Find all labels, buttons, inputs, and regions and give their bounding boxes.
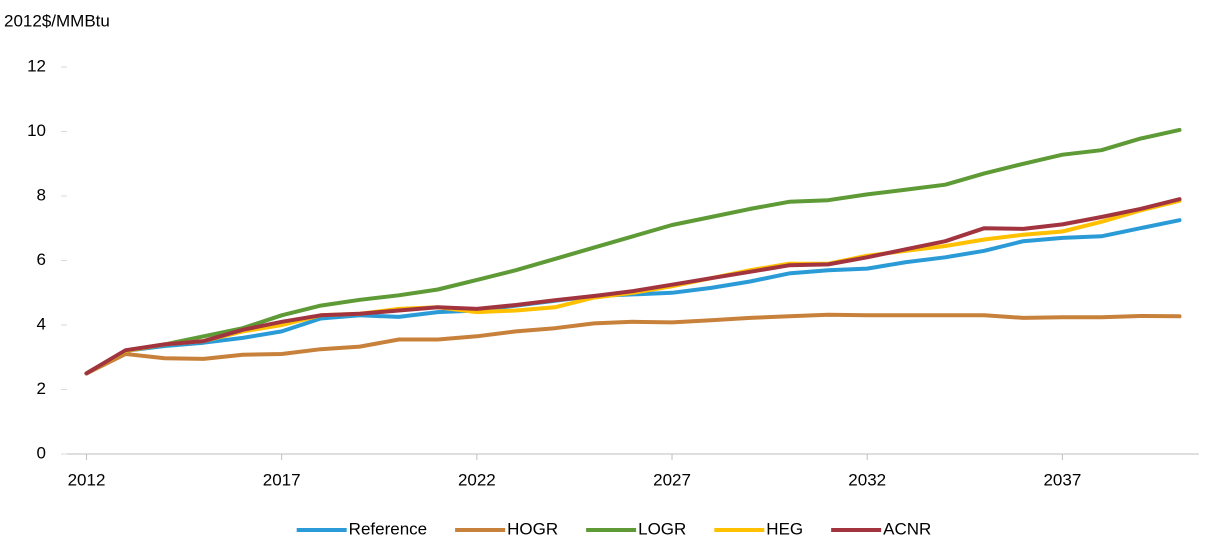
series-line bbox=[84, 127, 1182, 376]
y-tick-label: 8 bbox=[37, 185, 46, 204]
y-tick-label: 10 bbox=[27, 121, 46, 140]
legend-label: HOGR bbox=[507, 519, 558, 538]
x-tick-label: 2037 bbox=[1043, 470, 1081, 489]
legend-label: ACNR bbox=[883, 519, 931, 538]
x-tick-label: 2012 bbox=[68, 470, 106, 489]
series-line bbox=[84, 312, 1182, 376]
legend-label: Reference bbox=[349, 519, 427, 538]
x-tick-label: 2017 bbox=[263, 470, 301, 489]
series-line bbox=[84, 197, 1182, 376]
x-tick-label: 2022 bbox=[458, 470, 496, 489]
legend-label: LOGR bbox=[638, 519, 686, 538]
series-line bbox=[84, 198, 1182, 376]
y-axis-label: 2012$/MMBtu bbox=[4, 11, 110, 30]
series-line bbox=[84, 218, 1182, 376]
y-tick-label: 2 bbox=[37, 379, 46, 398]
y-tick-label: 0 bbox=[37, 443, 46, 462]
y-tick-label: 4 bbox=[37, 314, 46, 333]
x-tick-label: 2032 bbox=[848, 470, 886, 489]
x-tick-label: 2027 bbox=[653, 470, 691, 489]
y-tick-label: 12 bbox=[27, 56, 46, 75]
legend-label: HEG bbox=[766, 519, 803, 538]
y-tick-label: 6 bbox=[37, 250, 46, 269]
